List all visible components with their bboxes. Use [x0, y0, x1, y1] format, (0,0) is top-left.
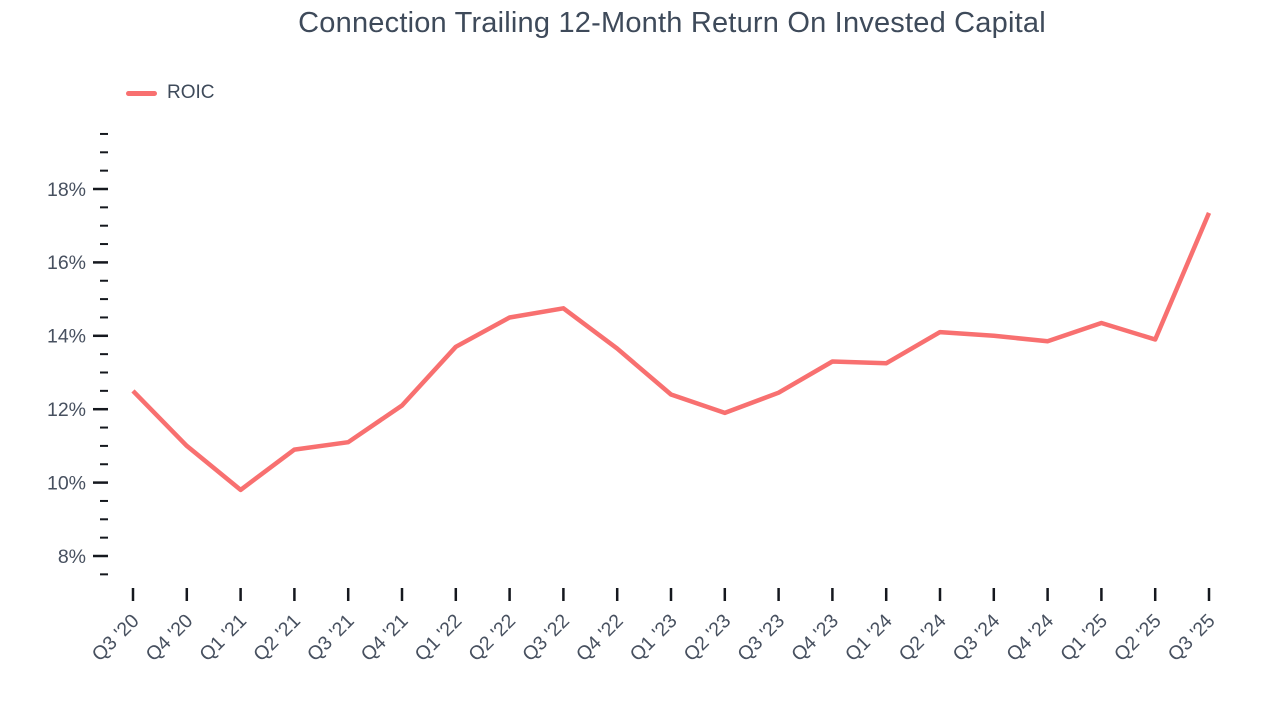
roic-line-swatch-icon — [126, 90, 157, 96]
x-tick-label: Q3 '23 — [733, 610, 789, 666]
x-tick-label: Q4 '20 — [142, 610, 198, 666]
x-tick-label: Q3 '20 — [88, 610, 144, 666]
x-tick-label: Q1 '21 — [195, 610, 251, 666]
y-tick-label: 14% — [47, 326, 86, 348]
x-tick-label: Q2 '23 — [680, 610, 736, 666]
x-tick-label: Q2 '21 — [249, 610, 305, 666]
x-tick-label: Q3 '22 — [518, 610, 574, 666]
x-tick-label: Q3 '25 — [1164, 610, 1220, 666]
roic-line — [131, 212, 1212, 493]
x-tick-label: Q2 '22 — [464, 610, 520, 666]
x-tick-label: Q1 '22 — [411, 610, 467, 666]
y-tick-label: 10% — [47, 472, 86, 494]
x-tick-label: Q1 '23 — [626, 610, 682, 666]
x-tick-label: Q4 '21 — [357, 610, 413, 666]
y-tick-label: 8% — [58, 546, 86, 568]
x-tick-label: Q4 '23 — [787, 610, 843, 666]
legend-item-label: ROIC — [167, 82, 215, 103]
x-tick-label: Q2 '24 — [895, 610, 951, 666]
x-tick-label: Q3 '21 — [303, 610, 359, 666]
y-axis: 8% 10% 12% 14% 16% 18% — [47, 132, 108, 576]
y-tick-label: 16% — [47, 252, 86, 274]
x-tick-label: Q4 '22 — [572, 610, 628, 666]
y-tick-label: 12% — [47, 399, 86, 421]
x-tick-label: Q1 '25 — [1056, 610, 1112, 666]
chart-title: Connection Trailing 12-Month Return On I… — [298, 7, 1046, 39]
legend-item-roic[interactable]: ROIC — [126, 82, 215, 104]
x-tick-label: Q3 '24 — [949, 610, 1005, 666]
x-tick-label: Q2 '25 — [1110, 610, 1166, 666]
legend: ROIC — [126, 82, 215, 104]
x-tick-label: Q1 '24 — [841, 610, 897, 666]
y-tick-label: 18% — [47, 179, 86, 201]
x-tick-label: Q4 '24 — [1002, 610, 1058, 666]
